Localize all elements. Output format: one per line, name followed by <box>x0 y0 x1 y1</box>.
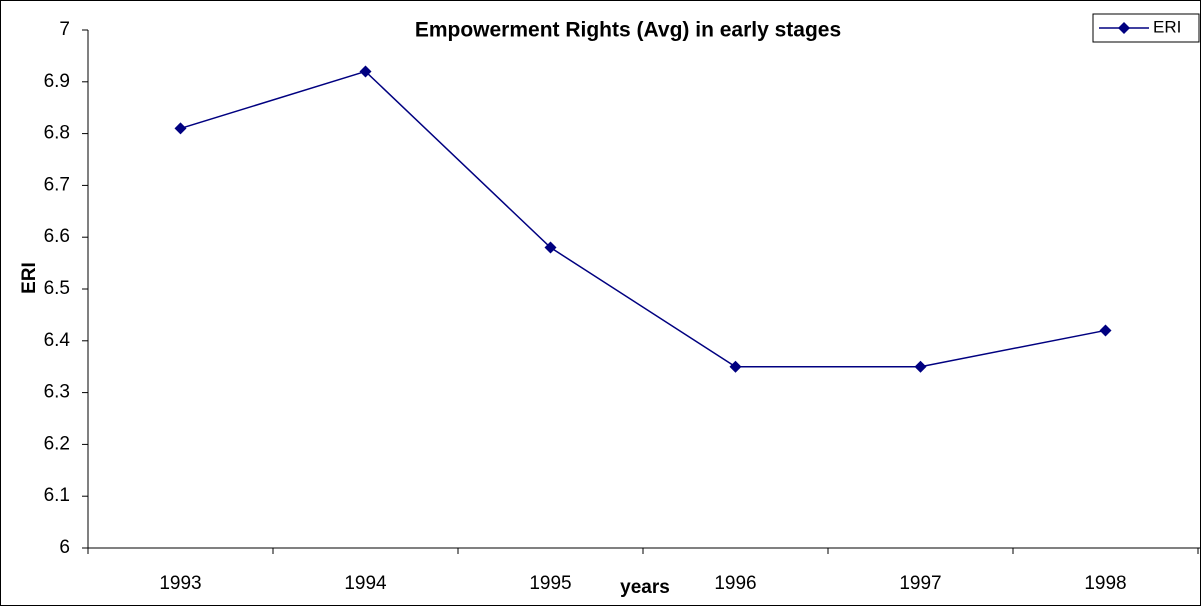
y-tick-label: 6.8 <box>44 123 70 144</box>
x-tick-label: 1996 <box>714 573 756 594</box>
y-tick-label: 6.9 <box>44 71 70 92</box>
x-tick-label: 1994 <box>344 573 387 594</box>
point-marker <box>914 360 927 373</box>
x-tick-label: 1995 <box>529 573 571 594</box>
x-tick-label: 1993 <box>159 573 201 594</box>
y-tick-label: 7 <box>59 19 70 40</box>
y-tick-label: 6.7 <box>44 174 70 195</box>
y-tick-label: 6.2 <box>44 433 70 454</box>
y-axis-label: ERI <box>19 262 40 294</box>
y-tick-label: 6.5 <box>44 278 70 299</box>
x-tick-label: 1998 <box>1084 573 1126 594</box>
series-line <box>180 70 1106 368</box>
y-tick-label: 6.6 <box>44 226 70 247</box>
y-tick-label: 6.3 <box>44 382 70 403</box>
y-tick-label: 6 <box>59 537 70 558</box>
x-axis-label: years <box>620 577 670 598</box>
point-marker <box>729 360 742 373</box>
point-marker <box>359 65 372 78</box>
legend-label: ERI <box>1153 17 1181 36</box>
point-marker <box>544 241 557 254</box>
y-tick-label: 6.1 <box>44 485 70 506</box>
x-tick-label: 1997 <box>899 573 941 594</box>
point-marker <box>174 122 187 135</box>
y-tick-label: 6.4 <box>44 330 71 351</box>
point-marker <box>1099 324 1112 337</box>
legend-swatch-marker <box>1118 22 1130 34</box>
chart-title: Empowerment Rights (Avg) in early stages <box>415 19 841 42</box>
